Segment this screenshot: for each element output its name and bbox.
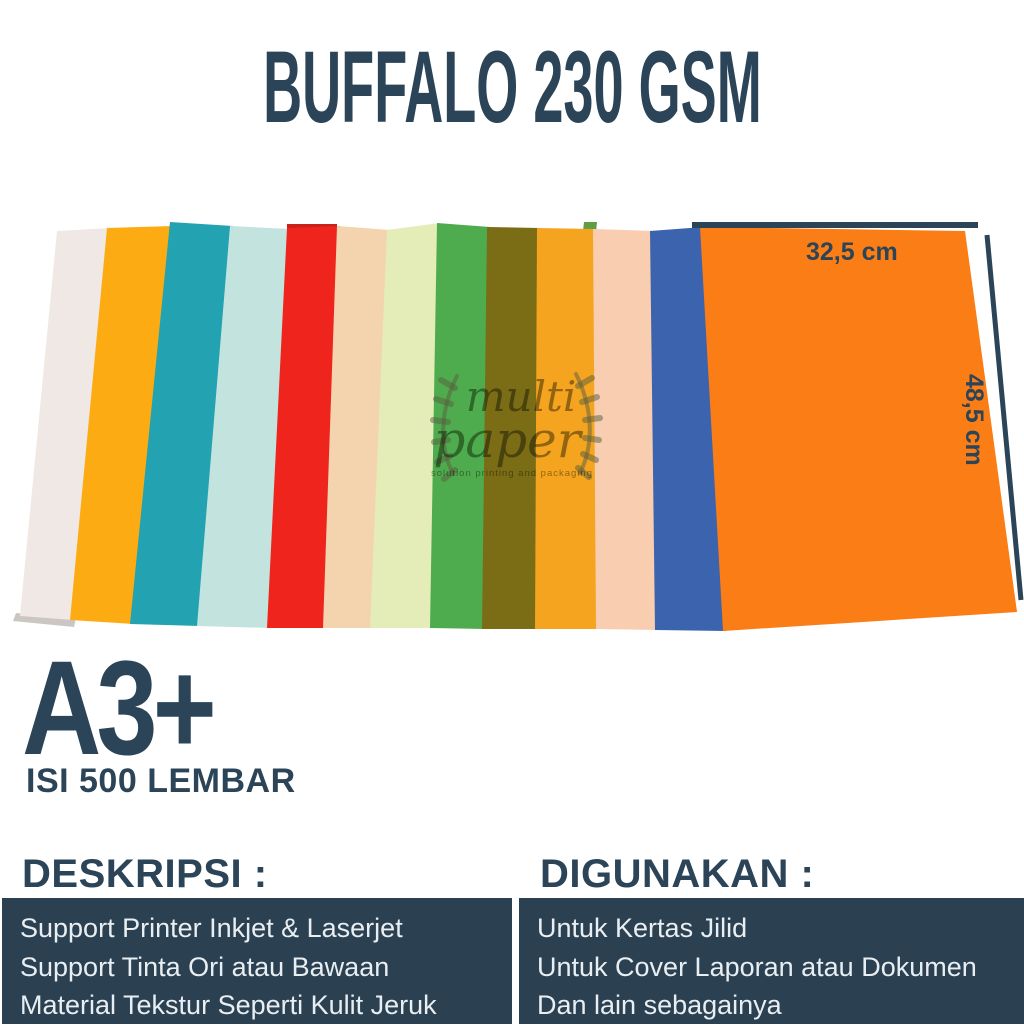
paper-sheet-golden-amber: [535, 228, 599, 629]
description-item: Support Printer Inkjet & Laserjet: [20, 913, 403, 943]
usage-item: Untuk Cover Laporan atau Dokumen: [537, 951, 977, 982]
paper-sheet-peach: [323, 226, 390, 628]
watermark: multi paper solution printing and packag…: [412, 372, 612, 480]
usage-item: Dan lain sebagainya: [537, 990, 782, 1020]
usage-item: Untuk Kertas Jilid: [537, 913, 748, 943]
paper-sheet-pale-lime: [370, 223, 440, 628]
page-title: BUFFALO 230 GSM: [262, 30, 762, 144]
paper-sheet-off-white: [20, 228, 110, 620]
paper-sheet-marigold: [70, 226, 173, 624]
paper-sheet-green: [430, 223, 490, 629]
page-title-wrap: BUFFALO 230 GSM: [0, 36, 1024, 138]
paper-format: A3+: [22, 634, 217, 783]
height-dimension-label: 48,5 cm: [960, 374, 988, 466]
description-item: Support Tinta Ori atau Bawaan: [20, 951, 390, 982]
width-dimension-label: 32,5 cm: [806, 238, 898, 266]
watermark-line1: multi: [465, 372, 577, 421]
paper-sheet-orange: [700, 227, 1017, 631]
paper-sheet-pale-pink: [593, 229, 658, 630]
sheet-count: ISI 500 LEMBAR: [26, 762, 296, 800]
paper-sheet-red: [267, 226, 340, 628]
description-heading: DESKRIPSI :: [22, 852, 268, 896]
description-panel: Support Printer Inkjet & Laserjet Suppor…: [2, 898, 512, 1024]
paper-sheet-pale-aqua: [197, 226, 290, 628]
watermark-tagline: solution printing and packaging: [431, 468, 593, 480]
laurel-branch-icon: [430, 372, 603, 482]
usage-heading: DIGUNAKAN :: [540, 852, 815, 896]
paper-sheets: [20, 222, 1017, 631]
usage-panel: Untuk Kertas Jilid Untuk Cover Laporan a…: [519, 898, 1024, 1024]
description-item: Material Tekstur Seperti Kulit Jeruk: [20, 990, 437, 1020]
height-measure-line: [984, 234, 1024, 601]
paper-sheet-olive: [482, 227, 540, 629]
watermark-line2: paper: [433, 410, 581, 469]
